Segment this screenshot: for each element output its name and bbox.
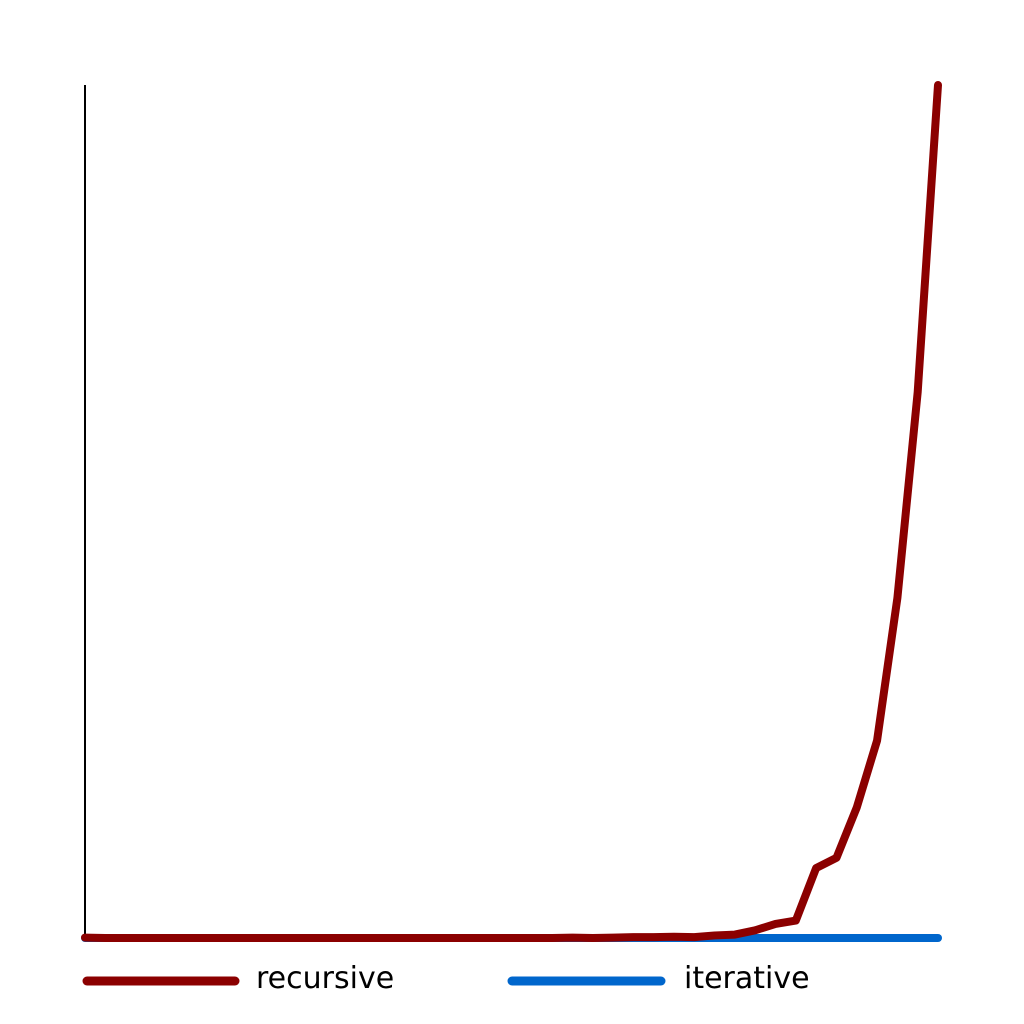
series-layer	[81, 81, 942, 942]
legend-label-iterative: iterative	[684, 961, 810, 996]
legend-label-recursive: recursive	[256, 961, 394, 996]
series-line-recursive	[81, 81, 942, 942]
legend: recursive iterative	[82, 961, 810, 996]
